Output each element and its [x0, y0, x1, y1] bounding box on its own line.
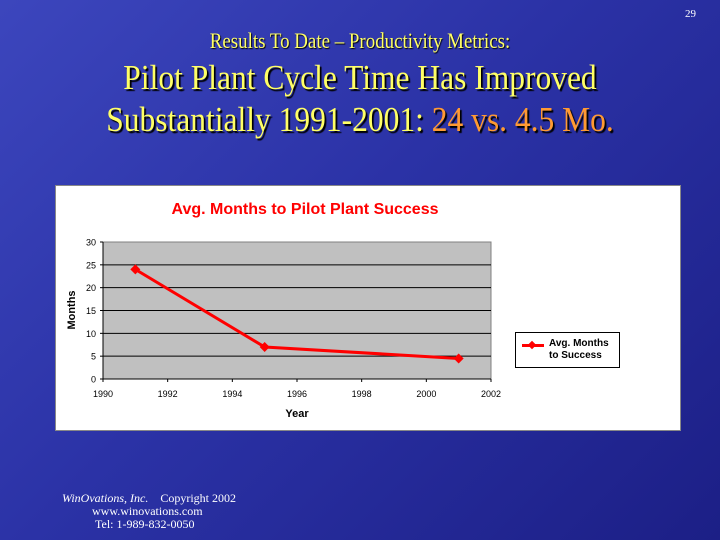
phone: Tel: 1-989-832-0050	[95, 517, 195, 531]
y-tick-label: 20	[86, 283, 96, 293]
footer: WinOvations, Inc. Copyright 2002 www.win…	[62, 492, 236, 531]
slide-title-line2: Substantially 1991-2001: 24 vs. 4.5 Mo.	[36, 100, 684, 140]
y-tick-label: 5	[91, 352, 96, 362]
legend-marker-icon	[522, 344, 544, 347]
x-tick-label: 2002	[481, 389, 501, 399]
page-number: 29	[685, 8, 696, 20]
x-tick-label: 1994	[222, 389, 242, 399]
slide-subtitle: Results To Date – Productivity Metrics:	[209, 28, 511, 53]
chart-title: Avg. Months to Pilot Plant Success	[172, 201, 439, 218]
y-tick-label: 10	[86, 329, 96, 339]
company-name: WinOvations, Inc.	[62, 491, 149, 505]
x-tick-label: 2000	[416, 389, 436, 399]
x-tick-label: 1992	[158, 389, 178, 399]
data-point	[130, 264, 141, 275]
x-tick-label: 1996	[287, 389, 307, 399]
y-axis-label: Months	[66, 290, 78, 329]
y-tick-label: 30	[86, 238, 96, 248]
y-tick-label: 0	[91, 375, 96, 385]
x-tick-label: 1998	[352, 389, 372, 399]
y-tick-label: 25	[86, 260, 96, 270]
chart-legend: Avg. Months to Success	[515, 332, 620, 368]
x-axis-label: Year	[285, 408, 309, 420]
copyright: Copyright 2002	[160, 491, 236, 505]
y-tick-label: 15	[86, 306, 96, 316]
x-tick-label: 1990	[93, 389, 113, 399]
title-prefix: Substantially 1991-2001:	[106, 100, 432, 139]
slide-title-line1: Pilot Plant Cycle Time Has Improved	[123, 58, 597, 97]
data-point	[453, 353, 464, 364]
data-point	[259, 342, 270, 353]
legend-label: Avg. Months to Success	[549, 338, 609, 361]
title-highlight: 24 vs. 4.5 Mo.	[431, 100, 614, 139]
website: www.winovations.com	[92, 504, 203, 518]
